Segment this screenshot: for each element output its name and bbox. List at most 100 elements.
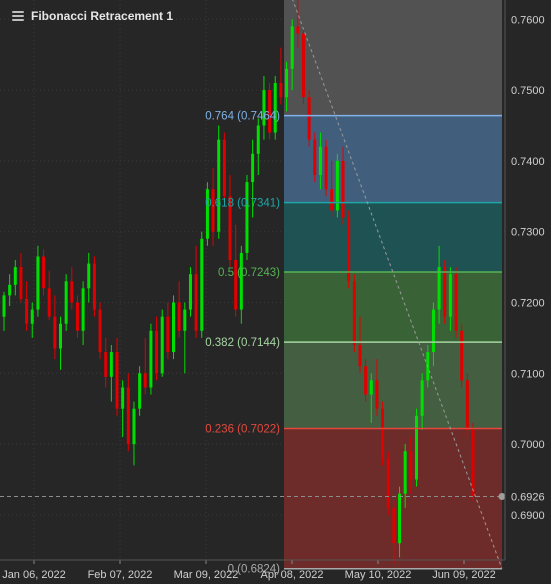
candle-body	[166, 316, 170, 353]
candle-body	[121, 387, 125, 409]
current-price-handle[interactable]	[498, 493, 506, 500]
candle-body	[87, 263, 91, 289]
fib-zone-4	[284, 342, 502, 429]
candle-body	[143, 373, 147, 388]
candle-body	[273, 83, 277, 133]
y-tick-label: 0.7300	[511, 227, 545, 239]
y-tick-label: 0.6900	[511, 510, 545, 522]
candle-body	[347, 217, 351, 282]
fib-zone-3	[284, 272, 502, 343]
fib-level-label: 0.5 (0.7243)	[218, 267, 280, 279]
y-tick-label: 0.7200	[511, 297, 545, 309]
candle-body	[59, 323, 63, 349]
candle-body	[2, 295, 6, 317]
candle-body	[431, 309, 435, 353]
candle-body	[138, 373, 142, 409]
candle-body	[104, 352, 108, 377]
y-tick-label: 0.7400	[511, 156, 545, 168]
layers-icon[interactable]	[12, 11, 24, 21]
current-price-label: 0.6926	[511, 492, 545, 504]
time-axis[interactable]: Jan 06, 2022 Feb 07, 2022 Mar 09, 2022 Apr …	[0, 559, 505, 581]
candle-body	[205, 189, 209, 239]
candle-body	[160, 316, 164, 374]
candle-body	[149, 330, 153, 388]
x-tick-label: Jun 09, 2022	[432, 569, 496, 581]
candle-body	[285, 68, 289, 98]
fibonacci-overlay[interactable]: 1 (0.7661)0.764 (0.7464)0.618 (0.7341)0.…	[0, 0, 506, 576]
candle-body	[460, 330, 464, 381]
candle-body	[369, 380, 373, 395]
candle-body	[358, 344, 362, 367]
candle-body	[409, 451, 413, 480]
candle-body	[403, 451, 407, 494]
candle-body	[268, 90, 272, 133]
fib-level-label: 0.764 (0.7464)	[205, 111, 280, 123]
candle-body	[98, 309, 102, 353]
candle-body	[92, 263, 96, 310]
fib-level-label: 0.236 (0.7022)	[205, 424, 280, 436]
candle-body	[448, 274, 452, 317]
candle-body	[392, 507, 396, 544]
candle-body	[375, 380, 379, 409]
candle-body	[200, 238, 204, 331]
candle-body	[262, 90, 266, 126]
candle-body	[222, 139, 226, 197]
drawing-header[interactable]: Fibonacci Retracement 1	[12, 8, 173, 24]
candle-body	[70, 281, 74, 303]
candle-body	[75, 302, 79, 331]
candle-body	[132, 408, 136, 445]
fib-zone-0	[284, 0, 502, 116]
candle-body	[8, 284, 12, 296]
x-tick-label: Jan 06, 2022	[2, 569, 66, 581]
candle-body	[386, 458, 390, 508]
x-tick-label: Apr 08, 2022	[261, 569, 324, 581]
price-axis[interactable]: 0.7600 0.7500 0.7400 0.7300 0.7200 0.7100 0.70…	[504, 0, 545, 560]
fib-zone-1	[284, 115, 502, 203]
candle-body	[115, 352, 119, 409]
candle-body	[109, 352, 113, 377]
candle-body	[172, 302, 176, 353]
candle-body	[211, 189, 215, 232]
candle-body	[454, 274, 458, 331]
candle-body	[19, 267, 23, 299]
x-tick-label: Feb 07, 2022	[88, 569, 153, 581]
candle-body	[352, 281, 356, 345]
candle-body	[177, 302, 181, 331]
candle-body	[155, 330, 159, 374]
candle-body	[330, 189, 334, 211]
candle-body	[341, 160, 345, 218]
candle-body	[398, 493, 402, 544]
candle-body	[81, 288, 85, 331]
candle-body	[183, 309, 187, 331]
candle-body	[30, 309, 34, 324]
candle-body	[437, 267, 441, 310]
candle-body	[126, 387, 130, 445]
candle-body	[36, 256, 40, 310]
candle-body	[313, 139, 317, 176]
candle-body	[256, 125, 260, 154]
y-tick-label: 0.7100	[511, 368, 545, 380]
candle-body	[239, 252, 243, 310]
candle-body	[194, 274, 198, 331]
candle-body	[188, 274, 192, 310]
candle-body	[443, 267, 447, 317]
y-tick-label: 0.7000	[511, 439, 545, 451]
x-tick-label: Mar 09, 2022	[174, 569, 239, 581]
candle-body	[465, 380, 469, 430]
fib-level-label: 0.618 (0.7341)	[205, 198, 280, 210]
candlestick-series	[2, 0, 475, 565]
candle-body	[47, 288, 51, 317]
candle-body	[245, 182, 249, 253]
candle-body	[324, 146, 328, 190]
fib-zone-2	[284, 202, 502, 273]
candle-body	[364, 366, 368, 395]
candle-body	[25, 298, 29, 324]
candle-body	[279, 83, 283, 98]
candle-body	[251, 153, 255, 183]
candle-body	[290, 26, 294, 69]
candle-body	[234, 260, 238, 310]
candle-body	[217, 139, 221, 232]
candle-body	[42, 256, 46, 289]
fib-level-label: 0.382 (0.7144)	[205, 337, 280, 349]
